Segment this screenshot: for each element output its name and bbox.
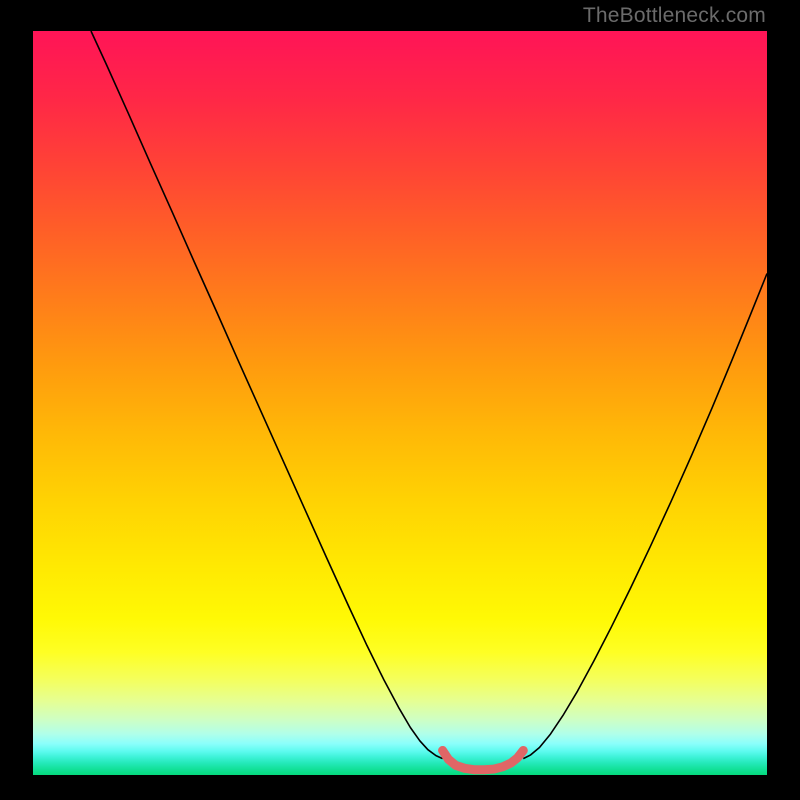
chart-root: TheBottleneck.com [0,0,800,800]
marker-dot [452,763,458,769]
marker-dot [473,767,479,773]
marker-dot [494,766,500,772]
marker-dot [462,766,468,772]
curve-left-branch [91,31,443,759]
watermark-text: TheBottleneck.com [583,4,766,28]
marker-dot [503,762,509,768]
curve-right-branch [523,274,767,759]
plot-area [33,31,767,775]
chart-svg [33,31,767,775]
marker-dot [483,767,489,773]
